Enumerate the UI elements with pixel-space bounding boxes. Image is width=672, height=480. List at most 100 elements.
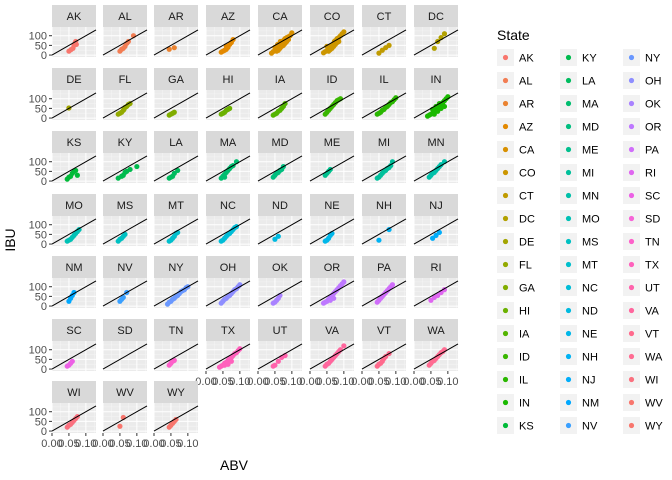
reference-line-ut — [257, 343, 303, 370]
facet-label-nc: NC — [220, 200, 236, 212]
facet-strip-ms — [103, 194, 147, 216]
facet-strip-la — [154, 131, 198, 153]
x-tick-label: 0.05 — [264, 376, 285, 388]
data-point-tx — [225, 361, 231, 367]
legend-symbol-de — [502, 238, 509, 245]
legend-label-nh: NH — [582, 352, 598, 364]
reference-line-me — [309, 155, 355, 182]
data-point-co — [341, 29, 347, 35]
reference-line-vt — [361, 343, 407, 370]
data-point-nd — [272, 236, 278, 242]
x-tick-label: 0.10 — [177, 438, 198, 450]
legend-label-wa: WA — [645, 352, 663, 364]
y-tick-label: 100 — [29, 157, 47, 169]
facet-strip-ar — [154, 5, 198, 27]
facet-label-wi: WI — [67, 387, 80, 399]
x-tick-label: 0.00 — [195, 376, 216, 388]
facet-strip-oh — [206, 256, 250, 278]
y-tick-label: 0 — [41, 176, 47, 188]
legend-label-ma: MA — [582, 99, 599, 111]
reference-line-oh — [205, 280, 251, 307]
facet-label-tx: TX — [221, 325, 236, 337]
facet-label-sd: SD — [117, 325, 132, 337]
facet-label-va: VA — [325, 325, 340, 337]
facet-label-wv: WV — [116, 387, 134, 399]
legend-label-me: ME — [582, 145, 599, 157]
y-tick-label: 0 — [41, 364, 47, 376]
legend-symbol-mt — [565, 261, 572, 268]
legend-symbol-wi — [628, 376, 635, 383]
legend-symbol-hi — [502, 307, 509, 314]
data-point-ma — [222, 174, 228, 180]
facet-label-pa: PA — [377, 262, 392, 274]
facet-strip-nd — [258, 194, 302, 216]
legend-symbol-nj — [565, 376, 572, 383]
data-point-pa — [389, 282, 396, 288]
legend-label-ia: IA — [519, 329, 530, 341]
data-point-ri — [435, 292, 441, 299]
facet-strip-ny — [154, 256, 198, 278]
facet-strip-de — [52, 68, 96, 90]
data-point-ca — [289, 30, 295, 36]
x-tick-label: 0.05 — [212, 376, 233, 388]
facet-label-wa: WA — [427, 325, 445, 337]
legend-symbol-nc — [565, 284, 572, 291]
x-tick-label: 0.00 — [92, 438, 113, 450]
legend-symbol-nh — [565, 353, 572, 360]
facet-label-nd: ND — [272, 200, 288, 212]
facet-label-ks: KS — [67, 137, 82, 149]
legend-label-de: DE — [519, 237, 534, 249]
legend-title: State — [497, 27, 530, 43]
x-tick-label: 0.10 — [126, 438, 147, 450]
data-point-nj — [430, 235, 436, 241]
y-tick-label: 100 — [29, 282, 47, 294]
facet-label-ny: NY — [168, 262, 184, 274]
facet-strip-nj — [414, 194, 458, 216]
legend-symbol-il — [502, 376, 509, 383]
legend-label-pa: PA — [645, 145, 660, 157]
x-tick-label: 0.10 — [281, 376, 302, 388]
data-point-wv — [117, 423, 123, 429]
facet-label-ok: OK — [272, 262, 289, 274]
legend-label-ms: MS — [582, 237, 599, 249]
reference-line-sd — [102, 343, 148, 370]
reference-line-ok — [257, 280, 303, 307]
facet-strip-sc — [52, 319, 96, 341]
facet-strip-or — [310, 256, 354, 278]
legend-symbol-ky — [565, 54, 572, 61]
facet-label-ga: GA — [168, 74, 185, 86]
legend-label-tn: TN — [645, 237, 660, 249]
x-tick-label: 0.05 — [160, 438, 181, 450]
reference-line-ks — [51, 155, 97, 182]
legend-symbol-ri — [628, 169, 635, 176]
reference-line-ga — [153, 92, 199, 119]
reference-line-pa — [361, 280, 407, 307]
facet-label-al: AL — [118, 11, 131, 23]
facet-label-vt: VT — [377, 325, 391, 337]
reference-line-ca — [257, 29, 303, 56]
facet-strip-al — [103, 5, 147, 27]
facet-label-mo: MO — [65, 200, 83, 212]
legend-label-mn: MN — [582, 191, 599, 203]
legend-symbol-ak — [502, 54, 509, 61]
facet-strip-wa — [414, 319, 458, 341]
y-tick-label: 50 — [35, 103, 47, 115]
x-tick-label: 0.10 — [333, 376, 354, 388]
facet-strip-mt — [154, 194, 198, 216]
reference-line-mo — [51, 218, 97, 245]
legend-label-mt: MT — [582, 260, 598, 272]
facet-label-oh: OH — [220, 262, 237, 274]
facet-label-in: IN — [431, 74, 442, 86]
legend-symbol-ga — [502, 284, 509, 291]
facet-label-or: OR — [324, 262, 341, 274]
legend-label-ct: CT — [519, 191, 534, 203]
legend-label-ri: RI — [645, 168, 656, 180]
legend-label-ak: AK — [519, 53, 534, 65]
facet-strip-wy — [154, 381, 198, 403]
facet-strip-vt — [362, 319, 406, 341]
legend-symbol-ks — [502, 422, 509, 429]
data-point-ky — [127, 166, 133, 173]
legend-symbol-pa — [628, 146, 635, 153]
facet-strip-nh — [362, 194, 406, 216]
facet-strip-ne — [310, 194, 354, 216]
